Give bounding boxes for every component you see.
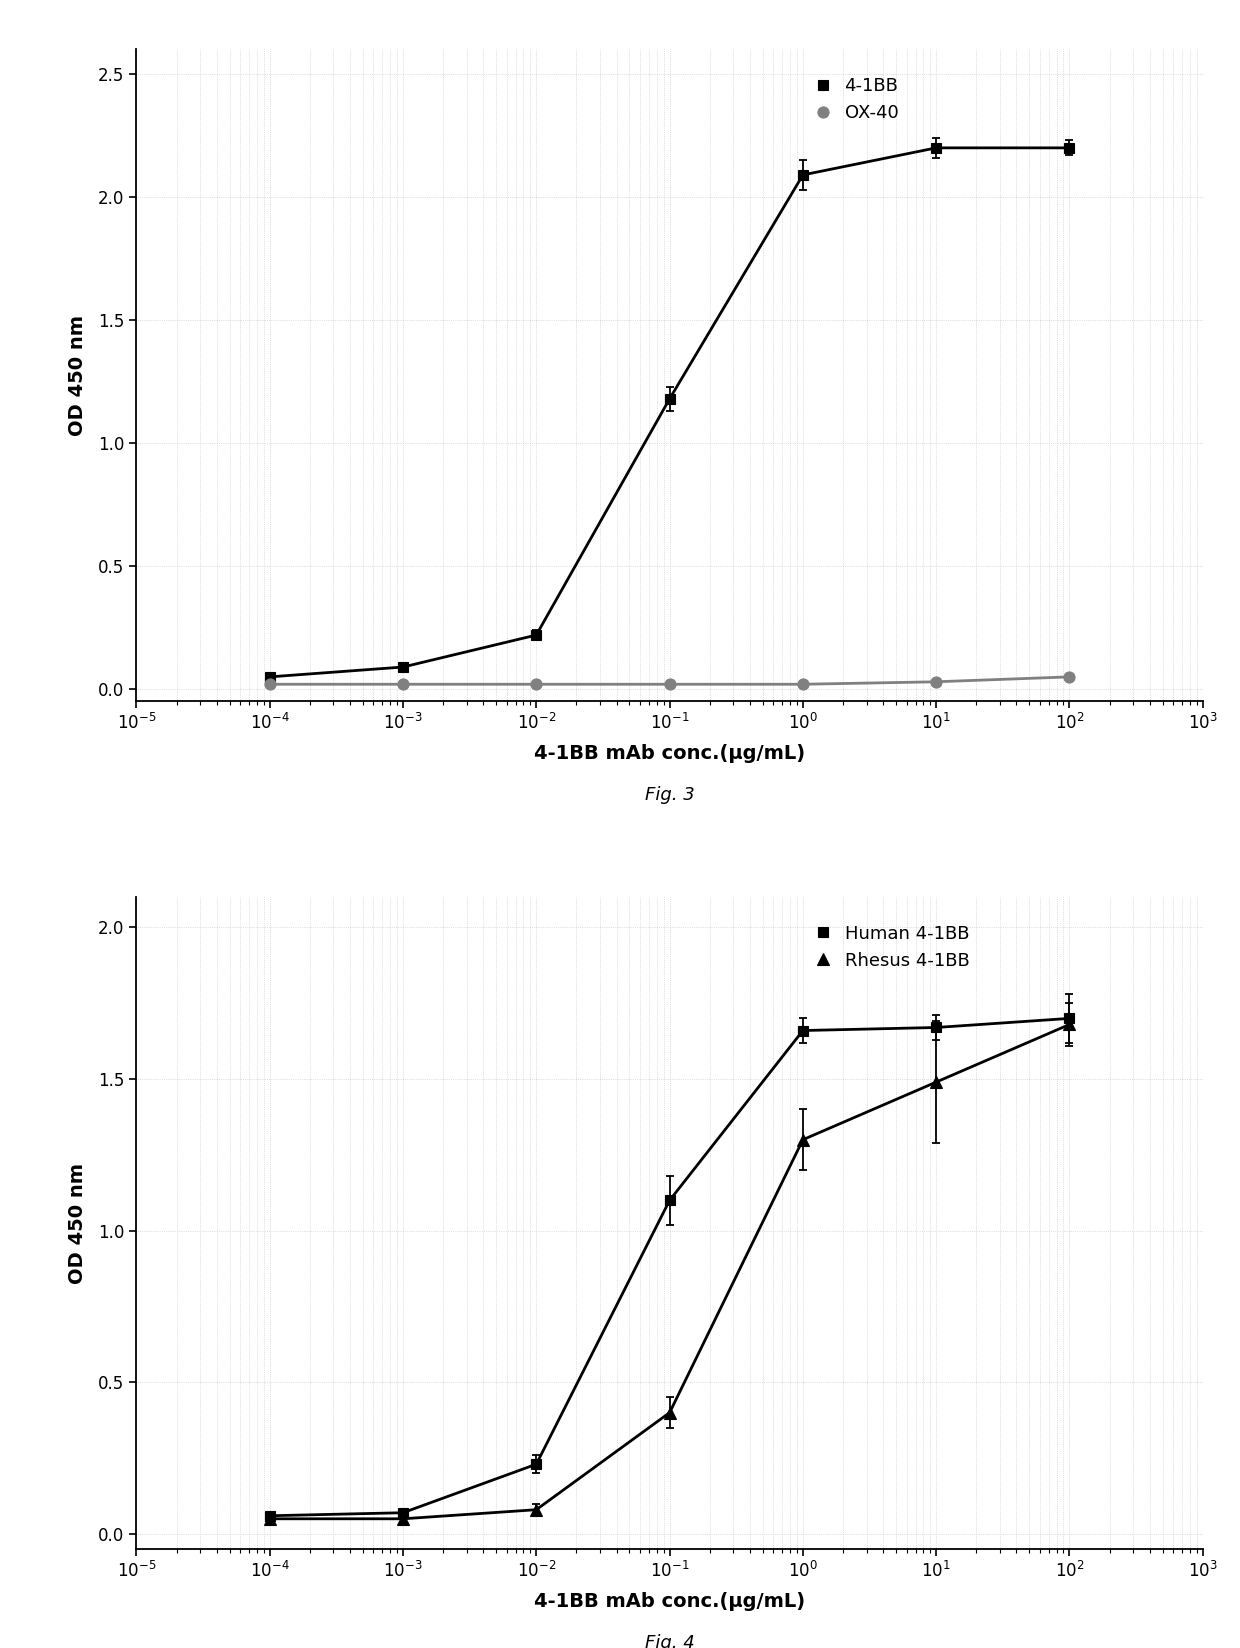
- Line: Rhesus 4-1BB: Rhesus 4-1BB: [264, 1018, 1075, 1524]
- OX-40: [396, 674, 410, 694]
- X-axis label: 4-1BB mAb conc.(μg/mL): 4-1BB mAb conc.(μg/mL): [534, 745, 805, 763]
- 4-1BB: [795, 165, 810, 185]
- OX-40: [262, 674, 277, 694]
- Text: Fig. 3: Fig. 3: [645, 786, 694, 804]
- Text: Fig. 4: Fig. 4: [645, 1633, 694, 1648]
- Rhesus 4-1BB: [262, 1510, 277, 1529]
- Y-axis label: OD 450 nm: OD 450 nm: [68, 1162, 87, 1284]
- Rhesus 4-1BB: [528, 1500, 543, 1519]
- Rhesus 4-1BB: [929, 1073, 944, 1093]
- X-axis label: 4-1BB mAb conc.(μg/mL): 4-1BB mAb conc.(μg/mL): [534, 1592, 805, 1612]
- Rhesus 4-1BB: [662, 1402, 677, 1422]
- Line: 4-1BB: 4-1BB: [265, 143, 1074, 682]
- 4-1BB: [262, 667, 277, 687]
- Human 4-1BB: [795, 1020, 810, 1040]
- Y-axis label: OD 450 nm: OD 450 nm: [68, 315, 87, 437]
- Human 4-1BB: [1061, 1009, 1076, 1028]
- 4-1BB: [662, 389, 677, 409]
- OX-40: [929, 672, 944, 692]
- 4-1BB: [1061, 138, 1076, 158]
- 4-1BB: [396, 658, 410, 677]
- Human 4-1BB: [528, 1454, 543, 1473]
- OX-40: [1061, 667, 1076, 687]
- Legend: 4-1BB, OX-40: 4-1BB, OX-40: [806, 71, 904, 127]
- Legend: Human 4-1BB, Rhesus 4-1BB: Human 4-1BB, Rhesus 4-1BB: [806, 920, 975, 976]
- Rhesus 4-1BB: [396, 1510, 410, 1529]
- 4-1BB: [528, 625, 543, 644]
- OX-40: [795, 674, 810, 694]
- Human 4-1BB: [396, 1503, 410, 1523]
- Human 4-1BB: [929, 1017, 944, 1037]
- Line: OX-40: OX-40: [264, 671, 1075, 691]
- 4-1BB: [929, 138, 944, 158]
- Line: Human 4-1BB: Human 4-1BB: [265, 1014, 1074, 1521]
- OX-40: [528, 674, 543, 694]
- Rhesus 4-1BB: [795, 1131, 810, 1150]
- Rhesus 4-1BB: [1061, 1015, 1076, 1035]
- Human 4-1BB: [262, 1506, 277, 1526]
- Human 4-1BB: [662, 1190, 677, 1210]
- OX-40: [662, 674, 677, 694]
